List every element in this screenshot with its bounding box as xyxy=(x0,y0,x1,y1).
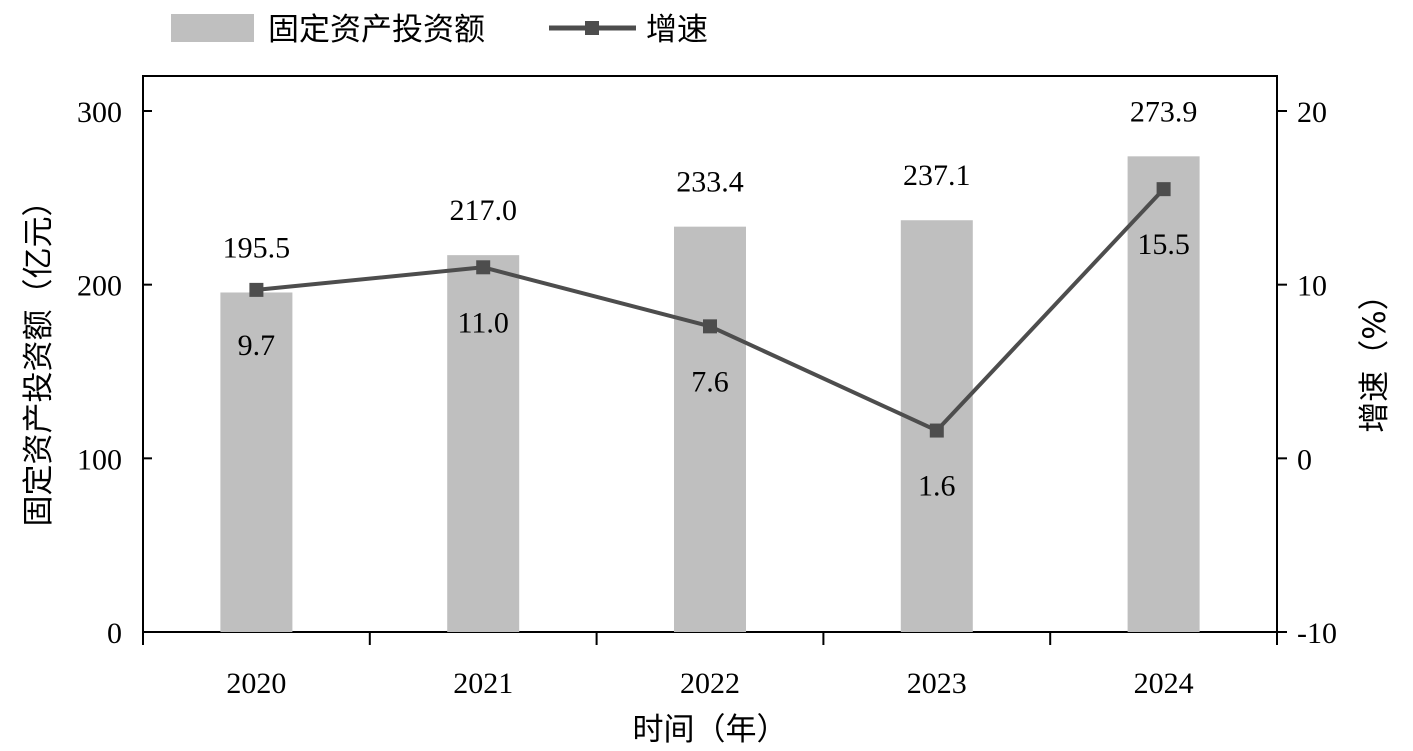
growth-value-label: 15.5 xyxy=(1137,228,1190,261)
line-layer xyxy=(249,182,1171,438)
y2-axis-title: 增速（%） xyxy=(1357,279,1393,432)
x-tick-label: 2020 xyxy=(226,667,286,700)
bar-value-label: 217.0 xyxy=(449,194,517,227)
growth-value-label: 1.6 xyxy=(918,470,956,503)
growth-point-2021 xyxy=(476,260,491,275)
bar-value-label: 195.5 xyxy=(223,231,291,264)
y-tick-label: 200 xyxy=(77,270,122,303)
bar-value-label: 237.1 xyxy=(903,159,971,192)
y-tick-label: 100 xyxy=(77,443,122,476)
bar-2020 xyxy=(220,292,293,632)
legend-bar-label: 固定资产投资额 xyxy=(268,12,485,48)
growth-point-2020 xyxy=(249,282,264,297)
bar-2022 xyxy=(674,226,746,633)
growth-value-label: 11.0 xyxy=(458,306,509,339)
legend-line-label: 增速 xyxy=(646,12,708,48)
x-tick-label: 2021 xyxy=(453,667,513,700)
y2-tick-label: -10 xyxy=(1297,617,1337,650)
bar-2024 xyxy=(1127,156,1200,632)
y-tick-label: 0 xyxy=(107,617,122,650)
growth-point-2024 xyxy=(1156,182,1171,197)
growth-value-label: 7.6 xyxy=(691,365,729,398)
bar-value-label: 233.4 xyxy=(676,166,744,199)
y-tick-label: 300 xyxy=(77,96,122,129)
legend-line-marker xyxy=(585,21,599,35)
bar-2021 xyxy=(447,255,520,633)
legend: 固定资产投资额 增速 xyxy=(171,12,708,48)
y-axis-title: 固定资产投资额（亿元） xyxy=(21,186,57,527)
data-labels-layer: 195.5 217.0 233.4 237.1 273.9 9.7 11.0 7.6 1.6 15… xyxy=(223,95,1198,502)
growth-value-label: 9.7 xyxy=(238,329,276,362)
x-axis-title: 时间（年） xyxy=(633,712,788,748)
x-tick-label: 2024 xyxy=(1134,667,1194,700)
growth-point-2022 xyxy=(703,319,717,334)
x-tick-label: 2022 xyxy=(680,667,740,700)
bar-value-label: 273.9 xyxy=(1130,95,1198,128)
y2-tick-label: 20 xyxy=(1297,96,1327,129)
y2-tick-label: 10 xyxy=(1297,270,1327,303)
y2-tick-label: 0 xyxy=(1297,443,1312,476)
legend-bar-swatch xyxy=(171,14,254,42)
growth-point-2023 xyxy=(929,423,944,438)
x-tick-label: 2023 xyxy=(907,667,967,700)
